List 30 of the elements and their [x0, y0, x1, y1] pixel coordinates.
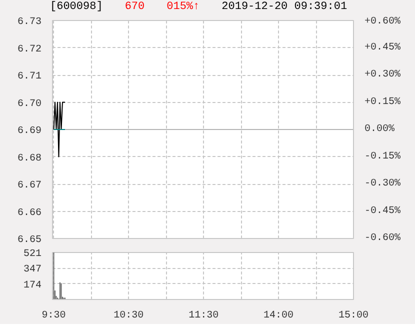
y-tick-label: 6.70: [17, 98, 42, 110]
y2-tick-label: +0.45%: [364, 42, 401, 54]
y-tick-label: 6.65: [17, 235, 42, 246]
y-tick-label: 6.73: [17, 17, 42, 28]
text: 015%↑: [166, 1, 200, 13]
text: 670: [124, 1, 145, 13]
y-tick-label: 6.69: [17, 126, 42, 137]
x-tick-label: 15:00: [338, 310, 369, 322]
y2-tick-label: +0.60%: [364, 16, 401, 28]
y2-tick-label: -0.60%: [364, 233, 401, 244]
y2-tick-label: -0.45%: [364, 206, 401, 217]
y-tick-label: 521: [23, 249, 42, 260]
y2-tick-label: 0.00%: [364, 124, 395, 135]
x-tick-label: 14:00: [264, 310, 294, 322]
y-tick-label: 6.72: [17, 44, 42, 56]
x-tick-label: 10:30: [114, 310, 144, 322]
y-tick-label: 347: [23, 264, 42, 276]
y2-tick-label: -0.30%: [364, 178, 401, 190]
y-tick-label: 6.67: [17, 180, 42, 192]
x-tick-label: 11:30: [188, 310, 219, 322]
y2-tick-label: +0.30%: [364, 70, 401, 80]
y-tick-label: 6.68: [17, 153, 42, 164]
chart-title: [600098]: [50, 1, 103, 13]
y2-tick-label: -0.15%: [364, 151, 401, 162]
x-tick-label: 9:30: [42, 310, 66, 322]
text: 2019-12-20 09:39:01: [222, 1, 348, 13]
y-tick-label: 6.66: [17, 208, 42, 219]
y-tick-label: 174: [23, 280, 42, 292]
y2-tick-label: +0.15%: [364, 96, 401, 108]
y-tick-label: 6.71: [17, 72, 42, 82]
